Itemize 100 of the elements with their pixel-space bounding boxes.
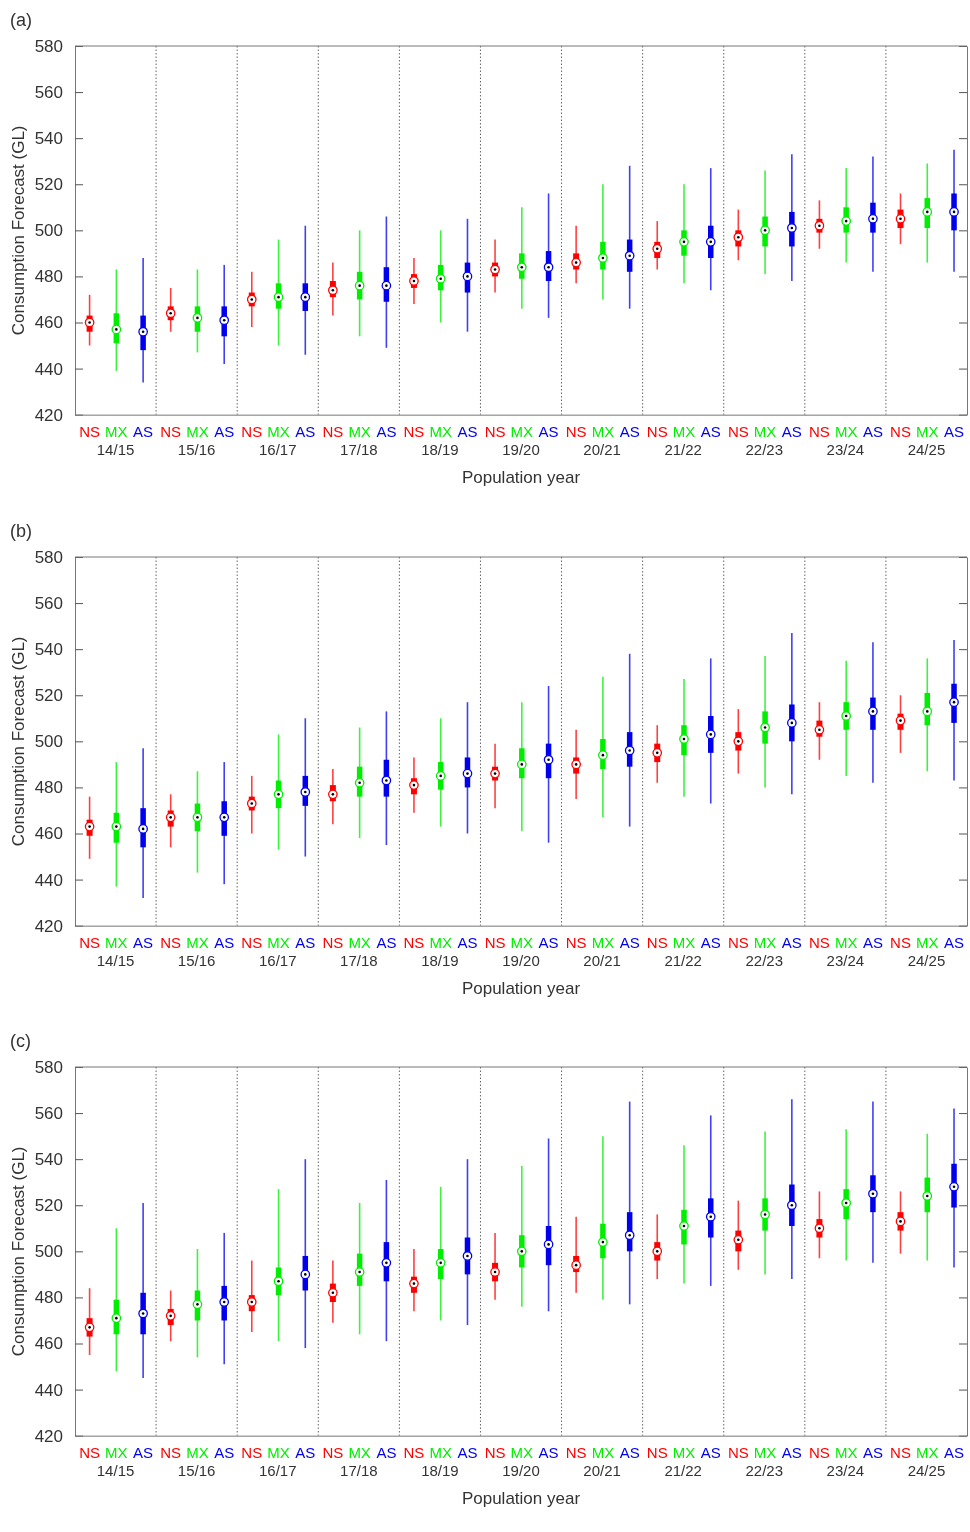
x-tick-label: 14/15 [96,1462,135,1480]
y-tick-label: 500 [34,1242,63,1262]
text: NS [808,1443,830,1461]
y-tick-label: 520 [34,685,63,705]
x-tick-label: 14/15 [96,441,135,459]
text: AS [944,422,965,440]
text: NS [484,933,506,951]
text: MX [916,933,939,951]
text: MX [186,933,209,951]
text: AS [781,422,802,440]
text: AS [781,933,802,951]
x-tick-label: 16/17 [258,1462,297,1480]
text: AS [376,933,397,951]
x-tick-label: 23/24 [826,951,865,969]
y-tick-label: 480 [34,1288,63,1308]
text: AS [457,422,478,440]
text: MX [591,422,615,440]
chart-title: (c) [10,1031,31,1052]
y-tick-label: 540 [34,1150,63,1170]
text: AS [214,1443,235,1461]
y-axis-title: Consumption Forecast (GL) [9,1146,28,1357]
text: AS [376,1443,397,1461]
text: NS [322,933,344,951]
x-tick-label: 22/23 [745,1462,784,1480]
x-tick-label: 21/22 [664,441,702,459]
y-tick-label: 440 [34,359,63,379]
text: NS [646,422,668,440]
text: MX [916,1443,939,1461]
text: AS [133,422,154,440]
text: AS [781,1443,802,1461]
x-tick-label: 17/18 [340,441,378,459]
chart-title: (b) [10,520,32,541]
text: NS [241,933,263,951]
y-tick-label: 460 [34,1334,63,1354]
x-tick-label: 22/23 [745,441,784,459]
text: NS [727,933,749,951]
text: NS [646,933,668,951]
text: MX [348,422,371,440]
text: MX [510,422,534,440]
text: AS [862,933,883,951]
text: AS [295,422,316,440]
text: NS [484,422,506,440]
text: MX [672,933,696,951]
x-tick-label: 24/25 [907,1462,946,1480]
x-axis-title: Population year [461,467,581,487]
text: MX [429,933,452,951]
text: NS [646,1443,668,1461]
text: NS [808,933,830,951]
y-tick-label: 460 [34,824,63,844]
text: NS [241,1443,263,1461]
x-tick-label: 21/22 [664,1462,702,1480]
y-tick-label: 560 [34,1104,63,1124]
text: MX [834,933,858,951]
text: MX [186,422,209,440]
text: AS [214,422,235,440]
x-tick-label: 18/19 [421,951,459,969]
y-tick-label: 560 [34,83,63,103]
text: NS [160,1443,182,1461]
text: NS [890,933,911,951]
text: MX [186,1443,209,1461]
x-tick-label: 15/16 [177,441,216,459]
text: AS [133,1443,154,1461]
text: NS [808,422,830,440]
x-tick-label: 17/18 [340,1462,378,1480]
text: AS [862,422,883,440]
text: AS [862,1443,883,1461]
x-tick-label: 19/20 [502,1462,540,1480]
x-tick-label: 16/17 [258,951,297,969]
y-tick-label: 420 [34,1426,63,1446]
text: AS [214,933,235,951]
y-tick-label: 540 [34,129,63,149]
y-tick-label: 540 [34,639,63,659]
text: MX [753,933,777,951]
text: AS [700,422,721,440]
text: MX [591,933,615,951]
chart-title: (a) [10,10,32,30]
x-tick-label: 24/25 [907,951,946,969]
y-tick-label: 520 [34,1196,63,1216]
text: MX [348,933,371,951]
text: MX [348,1443,371,1461]
text: MX [834,1443,858,1461]
y-tick-label: 520 [34,175,63,195]
y-tick-label: 500 [34,731,63,751]
text: AS [133,933,154,951]
text: AS [700,1443,721,1461]
y-tick-label: 480 [34,778,63,798]
y-tick-label: 500 [34,221,63,241]
text: NS [565,933,587,951]
x-tick-label: 23/24 [826,441,865,459]
x-tick-label: 24/25 [907,441,946,459]
text: AS [295,933,316,951]
text: MX [429,422,452,440]
text: MX [916,422,939,440]
text: MX [105,422,128,440]
text: AS [538,1443,559,1461]
y-tick-label: 580 [34,36,63,56]
y-axis-title: Consumption Forecast (GL) [9,125,28,336]
text: NS [727,422,749,440]
text: NS [322,422,344,440]
text: AS [619,422,640,440]
